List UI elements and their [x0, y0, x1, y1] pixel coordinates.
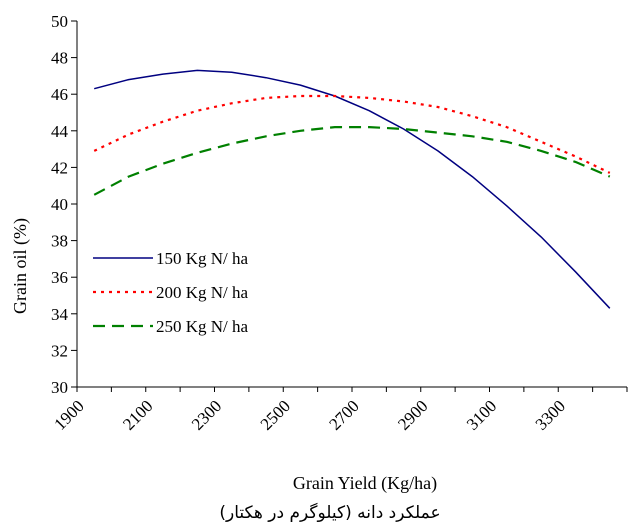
- legend: 150 Kg N/ ha 200 Kg N/ ha 250 Kg N/ ha: [93, 249, 249, 336]
- x-tick-label: 2300: [188, 396, 225, 433]
- y-tick-label: 40: [51, 195, 68, 214]
- y-tick-label: 46: [51, 85, 68, 104]
- y-tick-label: 50: [51, 12, 68, 31]
- y-tick-label: 44: [51, 122, 69, 141]
- x-tick-label: 2700: [325, 396, 362, 433]
- series-line-3: [93, 125, 611, 196]
- y-tick-label: 48: [51, 49, 68, 68]
- series-line-2: [93, 94, 611, 174]
- x-tick-label: 2100: [119, 396, 156, 433]
- legend-label-1: 150 Kg N/ ha: [156, 249, 249, 268]
- y-tick-label: 30: [51, 378, 68, 397]
- y-tick-label: 38: [51, 232, 68, 251]
- x-tick-label: 3100: [463, 396, 500, 433]
- series-line-1: [94, 69, 611, 309]
- legend-label-3: 250 Kg N/ ha: [156, 317, 249, 336]
- x-tick-label: 2900: [394, 396, 431, 433]
- x-tick-label: 2500: [257, 396, 294, 433]
- y-axis-title: Grain oil (%): [10, 218, 31, 314]
- y-tick-label: 42: [51, 158, 68, 177]
- y-tick-label: 36: [51, 268, 68, 287]
- x-tick-label: 3300: [532, 396, 569, 433]
- y-tick-label: 34: [51, 305, 69, 324]
- y-axis-ticks: 30 32 34 36 38 40 42 44 46 48 50: [51, 12, 77, 397]
- x-axis-title-persian: عملکرد دانه (کیلوگرم در هکتار): [219, 502, 440, 523]
- x-axis-ticks: 1900 2100 2300 2500 2700 2900 3100 3300: [50, 387, 628, 434]
- legend-label-2: 200 Kg N/ ha: [156, 283, 249, 302]
- y-tick-label: 32: [51, 341, 68, 360]
- x-tick-label: 1900: [50, 396, 87, 433]
- series-lines: [93, 69, 611, 309]
- x-axis-title: Grain Yield (Kg/ha): [293, 473, 437, 494]
